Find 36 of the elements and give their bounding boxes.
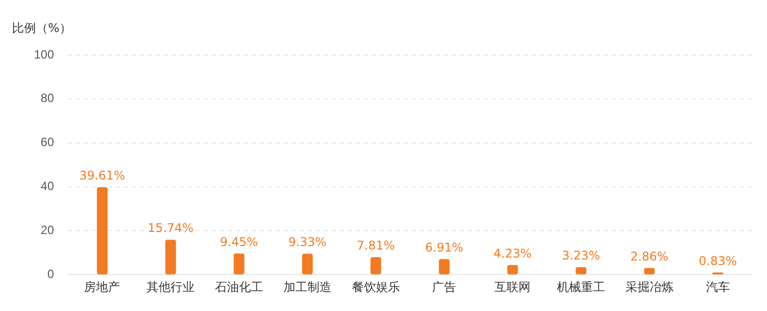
y-tick-label: 0	[47, 266, 54, 281]
x-tick-label: 采掘冶炼	[625, 280, 674, 294]
bar	[96, 187, 108, 274]
bar	[302, 254, 313, 274]
bar	[234, 254, 244, 274]
x-tick-label: 广告	[432, 280, 456, 294]
bar	[644, 268, 655, 274]
data-label: 39.61%	[79, 168, 126, 183]
x-tick-label: 互联网	[494, 280, 531, 294]
data-label: 9.33%	[288, 235, 326, 250]
y-tick-label: 60	[40, 135, 54, 150]
x-tick-label: 加工制造	[283, 280, 332, 294]
data-label: 4.23%	[494, 246, 532, 260]
data-label: 15.74%	[148, 221, 194, 236]
x-tick-label: 其他行业	[146, 280, 195, 294]
bar	[370, 257, 382, 274]
bar	[438, 259, 450, 274]
x-tick-label: 房地产	[84, 280, 120, 294]
y-axis-title: 比例（%）	[12, 20, 72, 37]
y-tick-label: 40	[40, 179, 54, 194]
data-label: 0.83%	[698, 254, 737, 268]
bar	[576, 267, 586, 274]
data-label: 7.81%	[356, 238, 395, 253]
bar	[165, 240, 176, 274]
x-tick-label: 餐饮娱乐	[352, 280, 400, 294]
data-label: 6.91%	[425, 240, 464, 255]
x-tick-label: 机械重工	[557, 280, 606, 294]
data-label: 3.23%	[562, 248, 600, 263]
y-tick-label: 20	[40, 222, 54, 237]
data-label: 2.86%	[630, 249, 668, 264]
x-tick-label: 石油化工	[215, 280, 264, 294]
y-tick-label: 100	[34, 47, 54, 62]
y-tick-label: 80	[40, 91, 54, 106]
data-label: 9.45%	[220, 234, 258, 249]
bar	[507, 264, 518, 274]
x-tick-label: 汽车	[706, 280, 730, 294]
